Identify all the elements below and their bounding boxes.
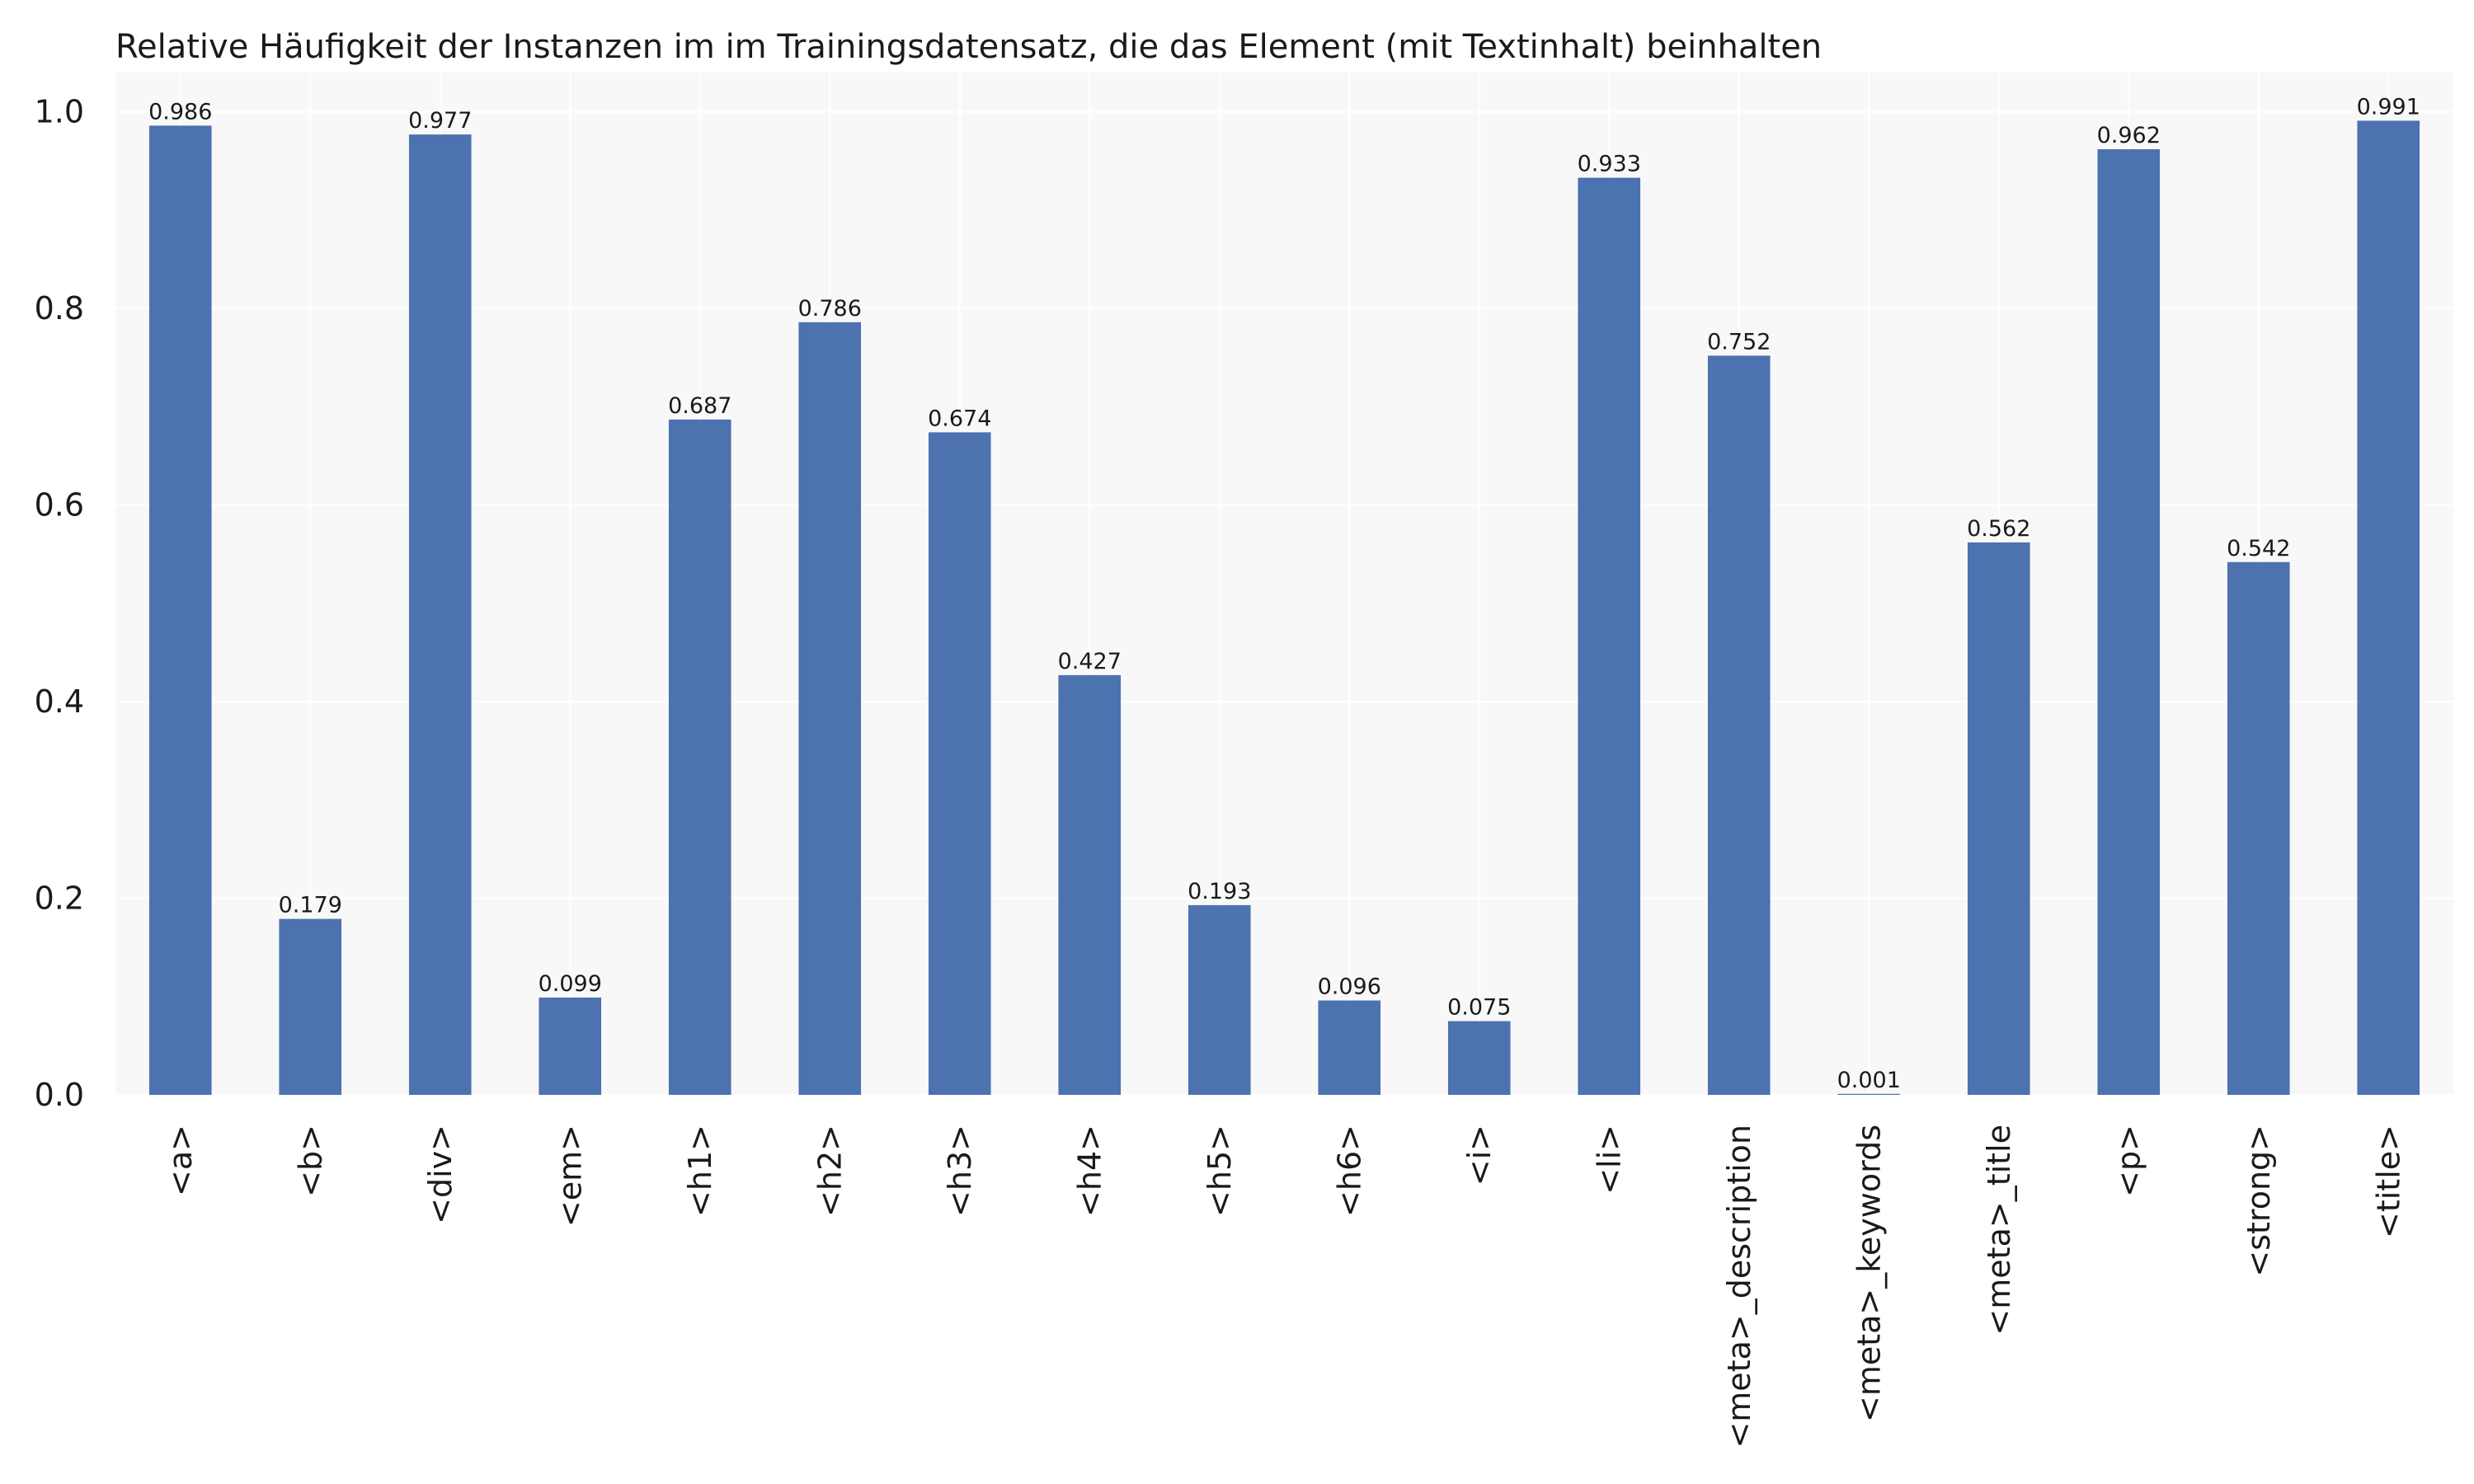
y-tick-label: 0.4 bbox=[35, 683, 84, 720]
chart-title: Relative Häufigkeit der Instanzen im im … bbox=[115, 28, 1822, 66]
data-label: 0.562 bbox=[1967, 516, 2030, 542]
x-tick-label: <h1> bbox=[682, 1125, 718, 1217]
x-axis-ticks: <a> <b> <div> <em> <h1> <h2> <h3> <h4> <h5> <h6> <… bbox=[162, 1125, 2407, 1449]
x-tick-label: <a> bbox=[162, 1125, 199, 1196]
data-label: 0.752 bbox=[1707, 329, 1771, 355]
data-label: 0.542 bbox=[2227, 536, 2290, 561]
bar bbox=[1837, 1093, 1901, 1095]
bar bbox=[1578, 177, 1641, 1096]
data-label: 0.991 bbox=[2357, 94, 2420, 120]
bar bbox=[1707, 355, 1771, 1095]
bar bbox=[1058, 674, 1122, 1095]
x-tick-label: <title> bbox=[2370, 1125, 2406, 1238]
y-axis-ticks: 0.0 0.2 0.4 0.6 0.8 1.0 bbox=[35, 94, 84, 1113]
x-tick-label: <strong> bbox=[2241, 1125, 2277, 1277]
data-label: 0.001 bbox=[1837, 1068, 1901, 1093]
y-tick-label: 1.0 bbox=[35, 94, 84, 130]
data-label: 0.193 bbox=[1188, 879, 1251, 904]
x-tick-label: <li> bbox=[1591, 1125, 1627, 1195]
data-label: 0.786 bbox=[798, 296, 862, 322]
bar bbox=[2097, 149, 2161, 1095]
x-tick-label: <i> bbox=[1461, 1125, 1498, 1186]
data-label: 0.933 bbox=[1578, 152, 1641, 177]
x-tick-label: <em> bbox=[552, 1125, 588, 1227]
data-label: 0.179 bbox=[279, 893, 342, 918]
data-label: 0.096 bbox=[1318, 974, 1381, 1000]
data-label: 0.687 bbox=[668, 393, 731, 419]
x-tick-label: <meta>_title bbox=[1981, 1125, 2017, 1336]
bar bbox=[539, 997, 602, 1095]
data-label: 0.962 bbox=[2097, 123, 2161, 148]
data-label: 0.427 bbox=[1058, 649, 1122, 674]
y-tick-label: 0.2 bbox=[35, 881, 84, 917]
x-tick-label: <p> bbox=[2110, 1125, 2147, 1197]
bar bbox=[2357, 120, 2420, 1095]
bar bbox=[1318, 1000, 1381, 1095]
data-label: 0.986 bbox=[148, 99, 212, 124]
data-label: 0.099 bbox=[539, 971, 602, 997]
bar bbox=[1967, 542, 2030, 1095]
plot-background bbox=[115, 73, 2453, 1095]
y-tick-label: 0.0 bbox=[35, 1077, 84, 1113]
y-tick-label: 0.6 bbox=[35, 487, 84, 524]
bars bbox=[148, 120, 2420, 1096]
bar bbox=[148, 125, 212, 1095]
x-tick-label: <h3> bbox=[942, 1125, 978, 1217]
data-labels: 0.986 0.179 0.977 0.099 0.687 0.786 0.674 0.427… bbox=[148, 94, 2420, 1092]
x-tick-label: <h2> bbox=[811, 1125, 848, 1217]
bar bbox=[1188, 904, 1251, 1095]
bar bbox=[279, 918, 342, 1095]
x-tick-label: <meta>_description bbox=[1721, 1125, 1757, 1449]
x-tick-label: <meta>_keywords bbox=[1851, 1125, 1887, 1422]
x-tick-label: <h4> bbox=[1071, 1125, 1108, 1217]
bar bbox=[668, 419, 731, 1095]
data-label: 0.977 bbox=[408, 108, 472, 134]
data-label: 0.075 bbox=[1447, 995, 1511, 1021]
x-tick-label: <b> bbox=[292, 1125, 328, 1197]
x-tick-label: <div> bbox=[422, 1125, 459, 1224]
y-tick-label: 0.8 bbox=[35, 290, 84, 326]
bar bbox=[928, 432, 991, 1095]
x-tick-label: <h6> bbox=[1331, 1125, 1367, 1217]
bar bbox=[408, 134, 472, 1096]
bar bbox=[1447, 1021, 1511, 1095]
x-tick-label: <h5> bbox=[1202, 1125, 1238, 1217]
bar bbox=[2227, 561, 2290, 1095]
data-label: 0.674 bbox=[928, 406, 991, 431]
bar bbox=[798, 322, 862, 1095]
